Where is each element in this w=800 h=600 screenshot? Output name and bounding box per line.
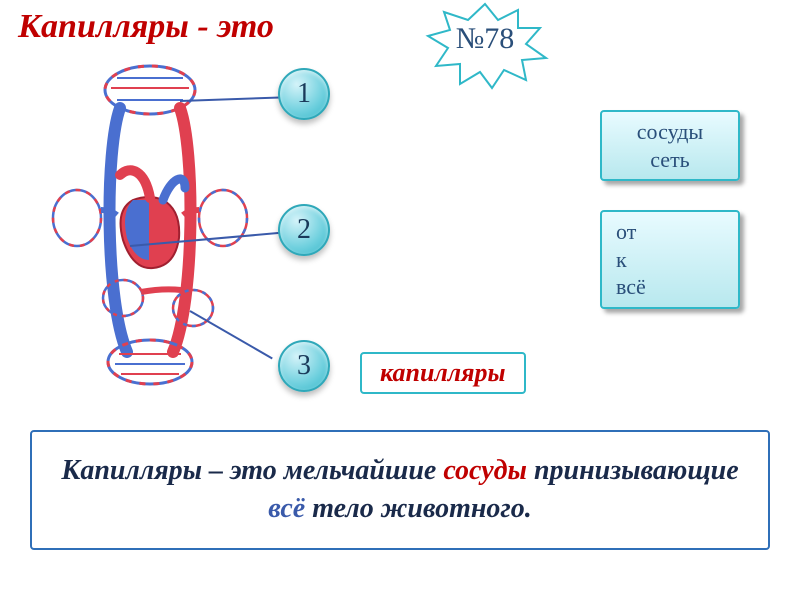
definition-box: Капилляры – это мельчайшие сосуды приниз… [30,430,770,550]
info-box-2[interactable]: отквсё [600,210,740,309]
info-box-1[interactable]: сосудысеть [600,110,740,181]
info-box-line: сеть [616,146,724,174]
slide-number-badge: №78 [420,0,550,90]
info-box-line: всё [616,273,724,301]
info-box-line: от [616,218,724,246]
info-box-line: сосуды [616,118,724,146]
definition-text: Капилляры – это мельчайшие сосуды приниз… [52,452,748,528]
number-badge-2[interactable]: 2 [278,204,330,256]
info-box-line: к [616,246,724,274]
page-title: Капилляры - это [18,8,274,46]
circulatory-diagram [45,60,255,390]
number-badge-1[interactable]: 1 [278,68,330,120]
number-badge-3[interactable]: 3 [278,340,330,392]
slide-number-label: №78 [420,22,550,56]
capillary-label-box: капилляры [360,352,526,394]
